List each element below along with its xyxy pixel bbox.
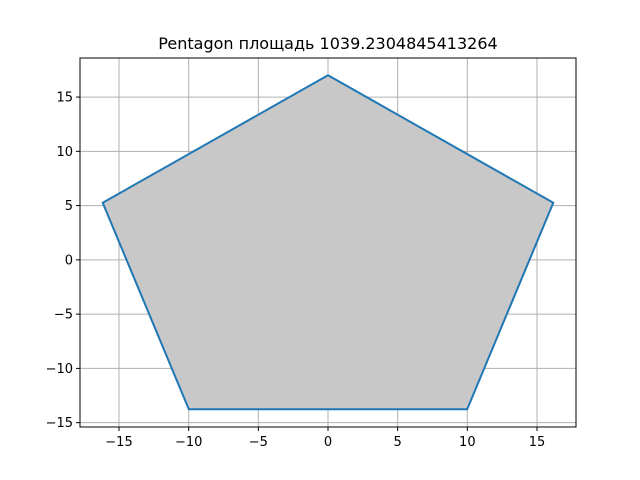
y-tick-label: 15: [56, 91, 73, 106]
x-tick-label: −10: [175, 435, 202, 450]
x-tick-label: −15: [105, 435, 132, 450]
pentagon-outline: [101, 74, 555, 411]
y-tick-label: 10: [56, 145, 73, 160]
pentagon-fill: [102, 75, 554, 410]
x-tick-label: 0: [324, 435, 332, 450]
plot-data: [101, 74, 555, 411]
y-tick-label: 5: [65, 199, 73, 214]
x-tick-label: −5: [249, 435, 268, 450]
y-tick-label: −10: [46, 362, 73, 377]
x-tick-label: 5: [394, 435, 402, 450]
x-tick-label: 10: [459, 435, 476, 450]
ticks: −15 −10 −5 0 5 10 15 −15 −10 −5 0 5 10 15: [46, 91, 546, 450]
y-tick-label: 0: [65, 253, 73, 268]
y-tick-label: −5: [54, 308, 73, 323]
y-tick-label: −15: [46, 416, 73, 431]
x-tick-label: 15: [529, 435, 546, 450]
chart-title: Pentagon площадь 1039.2304845413264: [158, 34, 497, 53]
